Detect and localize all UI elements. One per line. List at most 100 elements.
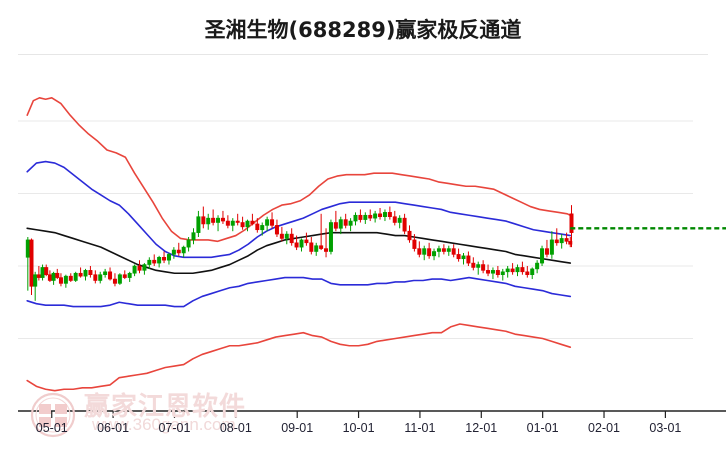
candle-body bbox=[206, 217, 211, 225]
series-line bbox=[26, 227, 572, 275]
candle-body bbox=[495, 270, 500, 276]
candle-body bbox=[284, 233, 289, 239]
candle-body bbox=[299, 239, 304, 248]
candle-body bbox=[171, 249, 176, 255]
x-axis-tick-label: 07-01 bbox=[158, 421, 191, 435]
candle-body bbox=[201, 216, 206, 225]
candle-body bbox=[117, 274, 122, 284]
x-axis-tick-label: 12-01 bbox=[465, 421, 498, 435]
series-line bbox=[26, 276, 572, 308]
candle-body bbox=[525, 271, 530, 275]
candle-body bbox=[368, 214, 373, 219]
candle-body bbox=[319, 245, 324, 249]
candle-body bbox=[402, 217, 407, 232]
candle-body bbox=[456, 254, 461, 260]
candle-body bbox=[333, 222, 338, 229]
candle-body bbox=[260, 225, 265, 231]
candle-body bbox=[476, 264, 481, 268]
candle-body bbox=[540, 248, 545, 264]
candle-body bbox=[569, 213, 574, 233]
candle-body bbox=[196, 216, 201, 233]
candle-body bbox=[338, 219, 343, 229]
y-axis-tick-label: 15 bbox=[700, 323, 726, 338]
candle-body bbox=[382, 212, 387, 218]
candle-body bbox=[446, 248, 451, 252]
x-axis-tick-label: 03-01 bbox=[649, 421, 682, 435]
x-axis-tick-label: 02-01 bbox=[588, 421, 620, 435]
candle-body bbox=[412, 239, 417, 249]
candle-body bbox=[216, 217, 221, 223]
candle-body bbox=[132, 265, 137, 274]
x-axis-tick-label: 11-01 bbox=[404, 421, 436, 435]
candle-body bbox=[314, 245, 319, 252]
candle-body bbox=[112, 278, 117, 284]
candle-body bbox=[36, 274, 41, 278]
candle-body bbox=[535, 262, 540, 270]
page-title: 圣湘生物(688289)赢家极反通道 bbox=[204, 18, 522, 42]
candle-body bbox=[505, 268, 510, 273]
candle-body bbox=[353, 214, 358, 222]
candle-body bbox=[471, 262, 476, 268]
candle-body bbox=[55, 272, 60, 278]
y-axis-tick-label: 20 bbox=[700, 250, 726, 265]
candle-body bbox=[363, 214, 368, 220]
candle-body bbox=[245, 220, 250, 228]
candle-body bbox=[441, 248, 446, 252]
candle-body bbox=[220, 217, 225, 222]
x-axis-tick-label: 01-01 bbox=[526, 421, 559, 435]
candle-body bbox=[33, 274, 38, 287]
candle-body bbox=[554, 239, 559, 244]
candle-body bbox=[451, 248, 456, 255]
candle-body bbox=[147, 259, 152, 265]
candle-body bbox=[137, 265, 142, 271]
candle-body bbox=[427, 248, 432, 257]
candle-body bbox=[422, 248, 427, 255]
candle-body bbox=[250, 220, 255, 225]
candle-body bbox=[93, 274, 98, 281]
candle-body bbox=[348, 220, 353, 226]
candle-body bbox=[166, 254, 171, 261]
candle-body bbox=[142, 264, 147, 271]
candle-body bbox=[510, 268, 515, 273]
candle-body bbox=[255, 223, 260, 231]
series-line bbox=[26, 323, 572, 392]
candle-body bbox=[44, 267, 49, 276]
candle-body bbox=[211, 217, 216, 223]
candle-body bbox=[294, 242, 299, 248]
candle-body bbox=[500, 271, 505, 275]
x-axis-tick-label: 05-01 bbox=[35, 421, 68, 435]
candle-body bbox=[397, 217, 402, 223]
candle-body bbox=[25, 239, 30, 258]
candle-body bbox=[486, 270, 491, 274]
candle-body bbox=[324, 248, 329, 252]
candle-body bbox=[108, 271, 113, 280]
candle-body bbox=[564, 238, 569, 242]
candle-body bbox=[544, 248, 549, 255]
title-divider bbox=[18, 54, 708, 55]
candle-body bbox=[417, 248, 422, 255]
candle-body bbox=[240, 222, 245, 228]
candle-body bbox=[88, 270, 93, 276]
candle-body bbox=[191, 232, 196, 241]
candle-body bbox=[328, 222, 333, 252]
candle-body bbox=[235, 220, 240, 223]
x-axis-tick-label: 08-01 bbox=[219, 421, 252, 435]
candle-body bbox=[68, 275, 73, 281]
candle-body bbox=[461, 255, 466, 260]
candle-body bbox=[274, 225, 279, 235]
candle-body bbox=[78, 272, 83, 277]
candle-body bbox=[515, 267, 520, 273]
candle-body bbox=[83, 270, 88, 277]
candle-body bbox=[122, 274, 127, 278]
candle-body bbox=[358, 214, 363, 220]
candle-body bbox=[47, 274, 52, 281]
candle-body bbox=[63, 275, 68, 284]
candle-body bbox=[181, 246, 186, 254]
candle-body bbox=[58, 277, 63, 284]
candle-body bbox=[40, 267, 45, 278]
candle-body bbox=[162, 256, 167, 261]
candle-body bbox=[127, 272, 132, 278]
series-line bbox=[26, 97, 572, 243]
x-axis-tick-label: 10-01 bbox=[342, 421, 375, 435]
